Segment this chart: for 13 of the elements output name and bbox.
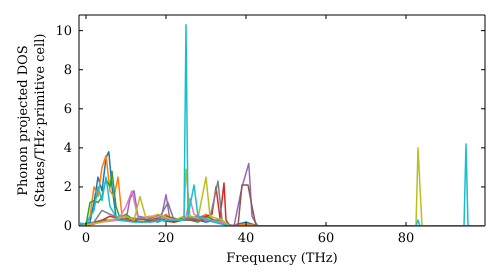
- y-tick-label: 0: [64, 219, 72, 234]
- x-tick-label: 60: [318, 231, 334, 246]
- y-tick-label: 10: [55, 24, 72, 39]
- y-axis-title: Phonon projected DOS (States/THz·primitive cell): [16, 33, 48, 208]
- y-tick-label: 2: [64, 180, 72, 196]
- x-axis-title: Frequency (THz): [226, 251, 338, 266]
- y-tick-label: 8: [64, 62, 72, 78]
- x-tick-label: 40: [238, 231, 254, 246]
- y-tick-label: 4: [64, 141, 72, 156]
- x-tick-label: 0: [82, 231, 90, 246]
- x-tick-label: 80: [398, 231, 414, 246]
- y-tick-label: 6: [64, 102, 72, 117]
- x-tick-label: 20: [158, 231, 174, 246]
